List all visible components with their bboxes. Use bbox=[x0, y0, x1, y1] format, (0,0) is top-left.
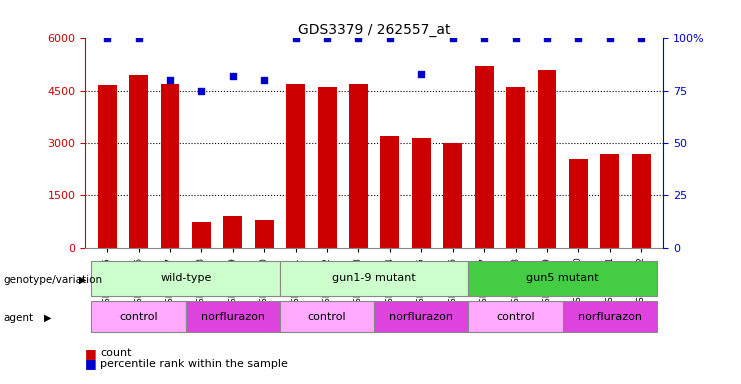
Text: gun1-9 mutant: gun1-9 mutant bbox=[332, 273, 416, 283]
Point bbox=[573, 35, 585, 41]
Bar bbox=[506, 87, 525, 248]
Bar bbox=[280, 301, 374, 332]
Text: ■: ■ bbox=[85, 358, 97, 371]
Bar bbox=[318, 87, 336, 248]
Text: agent: agent bbox=[4, 313, 34, 323]
Point bbox=[384, 35, 396, 41]
Point bbox=[290, 35, 302, 41]
Bar bbox=[349, 84, 368, 248]
Bar bbox=[600, 154, 619, 248]
Bar bbox=[161, 84, 179, 248]
Point bbox=[321, 35, 333, 41]
Point bbox=[227, 73, 239, 79]
Text: gun5 mutant: gun5 mutant bbox=[526, 273, 599, 283]
Text: wild-type: wild-type bbox=[160, 273, 211, 283]
Text: norflurazon: norflurazon bbox=[201, 312, 265, 322]
Point bbox=[416, 71, 428, 77]
Point bbox=[478, 35, 490, 41]
Text: count: count bbox=[100, 348, 132, 358]
Title: GDS3379 / 262557_at: GDS3379 / 262557_at bbox=[298, 23, 451, 37]
Text: norflurazon: norflurazon bbox=[389, 312, 453, 322]
Text: ■: ■ bbox=[85, 347, 97, 360]
Point bbox=[196, 88, 207, 94]
Bar bbox=[443, 143, 462, 248]
Point bbox=[541, 35, 553, 41]
Point bbox=[164, 77, 176, 83]
Bar bbox=[468, 261, 657, 296]
Point bbox=[447, 35, 459, 41]
Bar bbox=[468, 301, 562, 332]
Bar bbox=[569, 159, 588, 248]
Bar bbox=[286, 84, 305, 248]
Bar bbox=[224, 216, 242, 248]
Point bbox=[635, 35, 647, 41]
Point bbox=[353, 35, 365, 41]
Point bbox=[133, 35, 144, 41]
Bar bbox=[192, 222, 211, 248]
Bar bbox=[632, 154, 651, 248]
Bar bbox=[186, 301, 280, 332]
Point bbox=[604, 35, 616, 41]
Text: percentile rank within the sample: percentile rank within the sample bbox=[100, 359, 288, 369]
Text: ▶: ▶ bbox=[44, 313, 52, 323]
Bar bbox=[374, 301, 468, 332]
Text: ▶: ▶ bbox=[79, 275, 87, 285]
Text: norflurazon: norflurazon bbox=[578, 312, 642, 322]
Bar bbox=[255, 220, 273, 248]
Text: genotype/variation: genotype/variation bbox=[4, 275, 103, 285]
Bar bbox=[91, 261, 280, 296]
Text: control: control bbox=[119, 312, 158, 322]
Bar bbox=[129, 75, 148, 248]
Point bbox=[259, 77, 270, 83]
Point bbox=[510, 35, 522, 41]
Bar bbox=[280, 261, 468, 296]
Bar bbox=[91, 301, 186, 332]
Text: control: control bbox=[496, 312, 535, 322]
Bar bbox=[380, 136, 399, 248]
Point bbox=[102, 35, 113, 41]
Text: control: control bbox=[308, 312, 346, 322]
Bar bbox=[98, 86, 116, 248]
Bar bbox=[537, 70, 556, 248]
Bar bbox=[412, 138, 431, 248]
Bar bbox=[562, 301, 657, 332]
Bar bbox=[475, 66, 494, 248]
